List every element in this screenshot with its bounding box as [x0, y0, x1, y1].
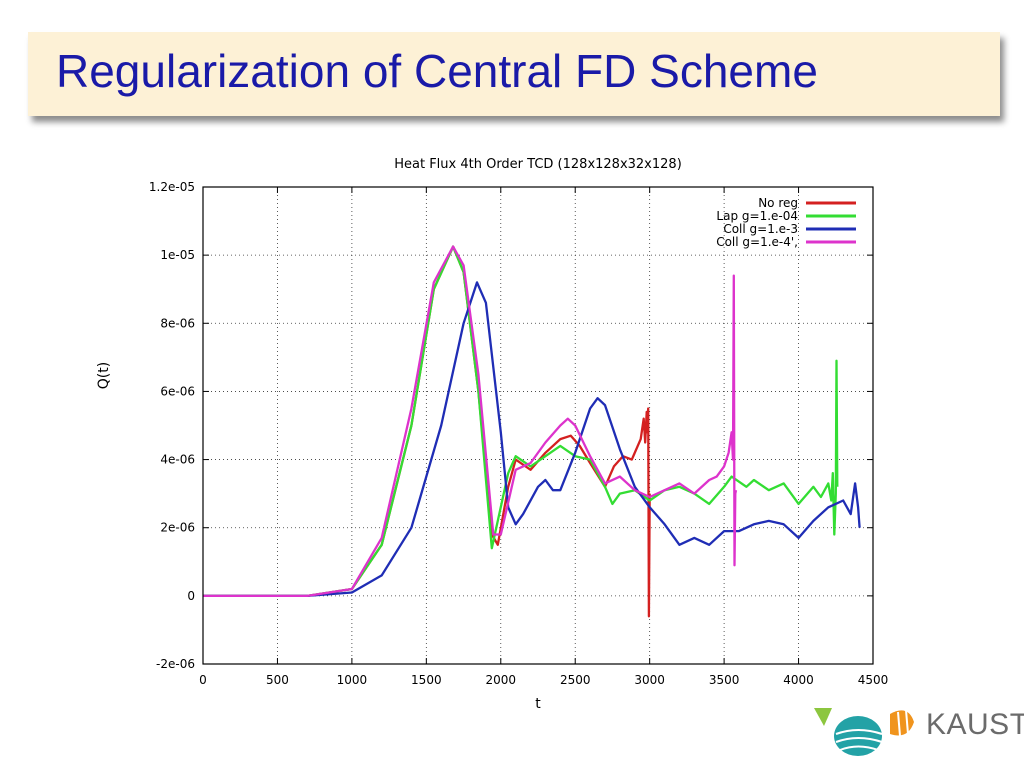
y-tick-label: -2e-06	[156, 657, 195, 671]
x-tick-label: 4000	[783, 673, 814, 687]
x-tick-label: 2500	[560, 673, 591, 687]
kaust-logo: KAUST	[808, 700, 1024, 768]
y-tick-label: 4e-06	[160, 453, 195, 467]
series-line-coll-g-1-e-4	[203, 245, 738, 598]
title-box: Regularization of Central FD Scheme	[28, 32, 1000, 116]
chart-title: Heat Flux 4th Order TCD (128x128x32x128)	[394, 157, 682, 172]
legend-label: No reg	[758, 196, 798, 210]
x-tick-label: 1500	[411, 673, 442, 687]
legend-label: Coll g=1.e-4',	[716, 235, 798, 249]
y-tick-label: 8e-06	[160, 316, 195, 330]
legend-label: Lap g=1.e-04	[716, 209, 798, 223]
x-tick-label: 3000	[634, 673, 665, 687]
x-tick-label: 500	[266, 673, 289, 687]
legend-label: Coll g=1.e-3	[723, 222, 798, 236]
y-axis-label: Q(t)	[96, 362, 112, 389]
x-axis-label: t	[535, 696, 541, 712]
x-tick-label: 2000	[486, 673, 517, 687]
x-tick-label: 0	[199, 673, 207, 687]
slide-title: Regularization of Central FD Scheme	[56, 45, 818, 97]
y-tick-label: 6e-06	[160, 384, 195, 398]
y-tick-label: 0	[187, 589, 195, 603]
plot-frame	[202, 186, 874, 665]
x-tick-label: 3500	[709, 673, 740, 687]
logo-text: KAUST	[926, 708, 1024, 741]
plot-area	[203, 187, 873, 664]
y-tick-label: 1.2e-05	[149, 180, 195, 194]
x-tick-label: 4500	[858, 673, 889, 687]
y-tick-label: 2e-06	[160, 521, 195, 535]
y-tick-label: 1e-05	[160, 248, 195, 262]
kaust-emblem-icon	[814, 708, 914, 756]
x-tick-label: 1000	[337, 673, 368, 687]
series-line-coll-g-1-e-3	[203, 281, 861, 598]
